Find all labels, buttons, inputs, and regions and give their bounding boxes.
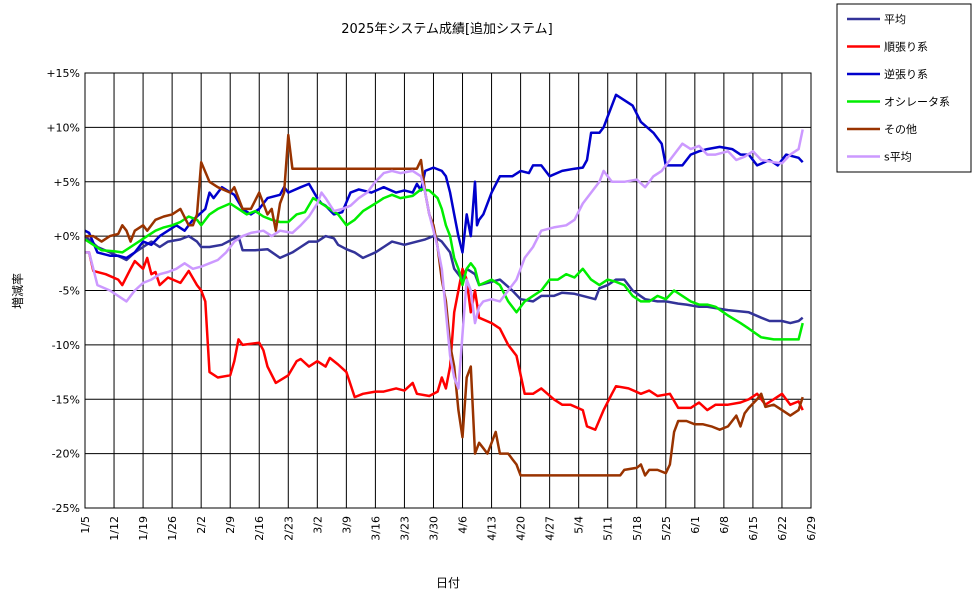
x-tick-label: 6/1	[689, 516, 702, 534]
legend-label: 平均	[884, 13, 906, 26]
plot-area-border	[84, 72, 812, 509]
series-line-2	[84, 93, 804, 260]
x-tick-label: 1/19	[137, 516, 150, 541]
series-lines	[84, 93, 804, 477]
series-line-5	[85, 129, 804, 390]
legend-label: 順張り系	[884, 41, 928, 54]
x-tick-label: 5/25	[660, 516, 673, 541]
x-tick-label: 4/27	[544, 516, 557, 541]
x-tick-label: 2/9	[224, 516, 237, 534]
x-axis-ticks: 1/5 1/12 1/19 1/26 2/2 2/9 2/16 2/23 3/2 3/9 3/16 3…	[79, 516, 818, 541]
y-tick-label: -20%	[52, 448, 80, 461]
x-tick-label: 4/6	[457, 516, 470, 534]
x-axis-label: 日付	[436, 576, 460, 590]
x-tick-label: 1/12	[108, 516, 121, 541]
y-tick-label: -10%	[52, 339, 80, 352]
x-tick-label: 3/16	[369, 516, 382, 541]
x-tick-label: 2/23	[282, 516, 295, 541]
x-tick-label: 1/5	[79, 516, 92, 534]
y-tick-label: +0%	[53, 230, 80, 243]
y-tick-label: -5%	[59, 285, 80, 298]
x-tick-label: 6/15	[747, 516, 760, 541]
y-tick-label: +5%	[53, 176, 80, 189]
x-tick-label: 5/11	[602, 516, 615, 541]
series-line-3	[84, 188, 804, 341]
x-tick-label: 5/4	[573, 516, 586, 534]
legend-label: s平均	[884, 151, 912, 164]
x-tick-label: 6/29	[805, 516, 818, 541]
grid	[85, 73, 811, 508]
y-tick-label: -25%	[52, 502, 80, 515]
legend-box	[836, 3, 972, 173]
legend-label: オシレータ系	[884, 96, 950, 109]
x-tick-label: 6/22	[776, 516, 789, 541]
x-tick-label: 4/20	[515, 516, 528, 541]
x-tick-label: 5/18	[631, 516, 644, 541]
y-tick-label: +10%	[46, 121, 80, 134]
legend-label: 逆張り系	[884, 67, 928, 81]
x-tick-label: 2/16	[253, 516, 266, 541]
series-line-1	[85, 251, 804, 431]
chart-title: 2025年システム成績[追加システム]	[341, 21, 552, 37]
series-line-0	[84, 234, 804, 325]
x-tick-label: 3/9	[340, 516, 353, 534]
y-axis-ticks: +15% +10% +5% +0% -5% -10% -15% -20% -25%	[46, 67, 80, 515]
series-line-4	[85, 133, 804, 477]
x-tick-label: 1/26	[166, 516, 179, 541]
x-tick-label: 3/23	[398, 516, 411, 541]
x-tick-label: 3/30	[427, 516, 440, 541]
y-tick-label: -15%	[52, 393, 80, 406]
x-tick-label: 6/8	[718, 516, 731, 534]
x-tick-label: 4/13	[486, 516, 499, 541]
y-axis-label: 増減率	[10, 273, 25, 309]
x-tick-label: 2/2	[195, 516, 208, 534]
y-tick-label: +15%	[46, 67, 80, 80]
x-tick-label: 3/2	[311, 516, 324, 534]
legend-label: その他	[884, 123, 917, 136]
